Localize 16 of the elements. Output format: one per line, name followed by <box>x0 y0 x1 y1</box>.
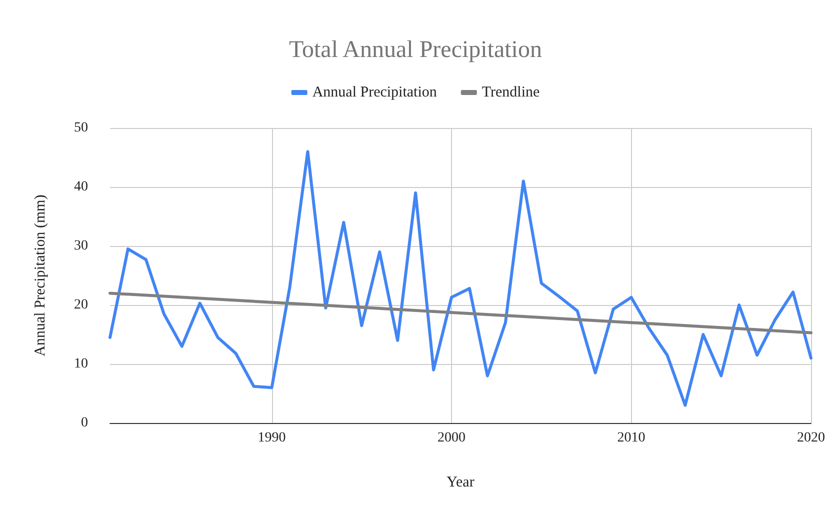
x-tick-label: 1990 <box>258 430 286 446</box>
x-tick-label: 2000 <box>438 430 466 446</box>
y-axis-title: Annual Precipitation (mm) <box>32 194 48 356</box>
line-series <box>108 150 812 407</box>
y-tick-label: 0 <box>81 416 88 430</box>
y-tick-label: 40 <box>74 180 88 194</box>
y-tick-label: 30 <box>74 238 88 254</box>
x-tick-label: 2020 <box>797 430 825 446</box>
chart-title: Total Annual Precipitation <box>289 37 542 63</box>
legend-label: Annual Precipitation <box>312 84 438 100</box>
y-tick-label: 10 <box>74 356 88 372</box>
legend-label: Trendline <box>482 84 540 100</box>
y-tick-label: 50 <box>74 120 88 136</box>
x-tick-label: 2010 <box>617 430 646 446</box>
x-axis-title: Year <box>446 474 474 490</box>
y-tick-label: 20 <box>74 298 88 312</box>
